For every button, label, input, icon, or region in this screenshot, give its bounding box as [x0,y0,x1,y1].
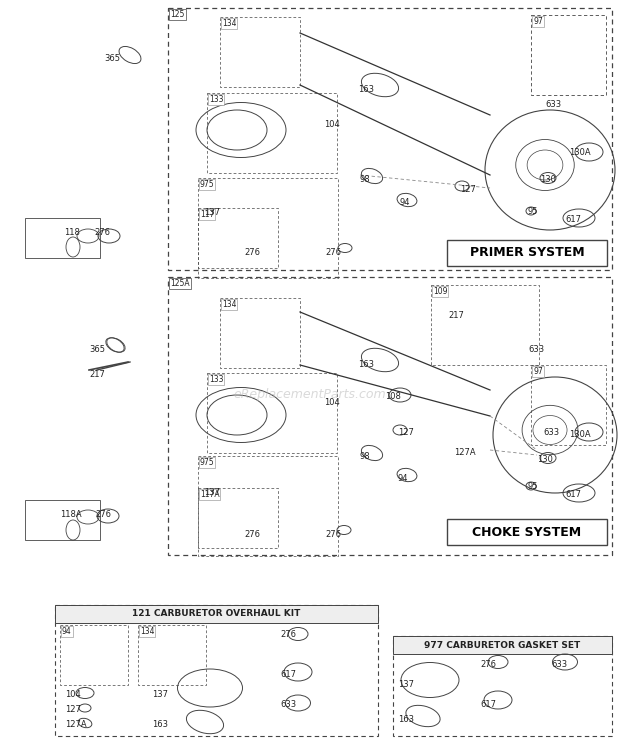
Text: 137: 137 [152,690,168,699]
Bar [220,298,300,368]
Bar [55,605,378,623]
Text: 127: 127 [65,705,81,714]
Text: 617: 617 [565,490,581,499]
Text: 633: 633 [543,428,559,437]
Text: 95: 95 [528,207,539,216]
Text: 137: 137 [204,488,220,497]
Text: 130A: 130A [569,148,591,157]
Text: 975: 975 [200,458,215,467]
Text: 118: 118 [64,228,80,237]
Bar [198,178,338,278]
Bar [447,240,607,266]
Text: 633: 633 [545,100,561,109]
Text: 617: 617 [280,670,296,679]
Text: 276: 276 [244,248,260,257]
Bar [138,625,206,685]
Text: 95: 95 [528,482,539,491]
Text: 365: 365 [89,345,105,354]
Bar [198,208,278,268]
Text: 121 CARBURETOR OVERHAUL KIT: 121 CARBURETOR OVERHAUL KIT [132,609,301,618]
Text: 98: 98 [360,452,371,461]
Text: 134: 134 [222,300,236,309]
Text: 94: 94 [62,627,72,636]
Text: 276: 276 [480,660,496,669]
Text: 163: 163 [398,715,414,724]
Bar [25,500,100,540]
Text: 109: 109 [433,287,448,296]
Text: 97: 97 [533,17,542,26]
Text: 130A: 130A [569,430,591,439]
Text: 365: 365 [104,54,120,63]
Text: 137: 137 [398,680,414,689]
Text: 125A: 125A [170,279,190,288]
Text: 276: 276 [280,630,296,639]
Bar [198,456,338,556]
Text: 104: 104 [65,690,81,699]
Text: 276: 276 [95,510,111,519]
Text: 217: 217 [89,370,105,379]
Text: 94: 94 [399,198,409,207]
Text: 130: 130 [537,455,553,464]
Bar [198,488,278,548]
Text: 975: 975 [200,180,215,189]
Bar [207,373,337,453]
Bar [447,519,607,545]
Text: 633: 633 [528,345,544,354]
Text: 133: 133 [209,95,223,104]
Text: 104: 104 [324,398,340,407]
Bar [168,277,612,555]
Text: 98: 98 [360,175,371,184]
Text: 617: 617 [480,700,496,709]
Text: 276: 276 [325,248,341,257]
Text: 127: 127 [460,185,476,194]
Text: 977 CARBURETOR GASKET SET: 977 CARBURETOR GASKET SET [424,641,580,650]
Text: 276: 276 [325,530,341,539]
Bar [393,636,612,654]
Text: 118A: 118A [60,510,82,519]
Bar [25,218,100,258]
Text: eReplacementParts.com: eReplacementParts.com [234,388,386,401]
Bar [55,605,378,736]
Text: 117: 117 [200,210,215,219]
Text: 134: 134 [222,19,236,28]
Bar [220,17,300,87]
Text: 94: 94 [397,474,407,483]
Text: 127: 127 [398,428,414,437]
Text: 633: 633 [280,700,296,709]
Text: 617: 617 [565,215,581,224]
Bar [168,8,612,270]
Text: 108: 108 [385,392,401,401]
Text: 130: 130 [540,175,556,184]
Text: 117A: 117A [200,490,219,499]
Text: 137: 137 [204,208,220,217]
Text: 163: 163 [358,85,374,94]
Text: 133: 133 [209,375,223,384]
Text: 127A: 127A [454,448,476,457]
Text: 276: 276 [244,530,260,539]
Bar [60,625,128,685]
Text: 134: 134 [140,627,154,636]
Bar [207,93,337,173]
Text: 127A: 127A [65,720,87,729]
Text: PRIMER SYSTEM: PRIMER SYSTEM [470,246,584,260]
Text: 163: 163 [152,720,168,729]
Bar [393,636,612,736]
Bar [531,365,606,445]
Text: 217: 217 [448,311,464,320]
Text: 276: 276 [94,228,110,237]
Text: 97: 97 [533,367,542,376]
Text: 125: 125 [170,10,184,19]
Text: CHOKE SYSTEM: CHOKE SYSTEM [472,525,582,539]
Text: 633: 633 [551,660,567,669]
Text: 163: 163 [358,360,374,369]
Bar [431,285,539,365]
Text: 104: 104 [324,120,340,129]
Bar [531,15,606,95]
